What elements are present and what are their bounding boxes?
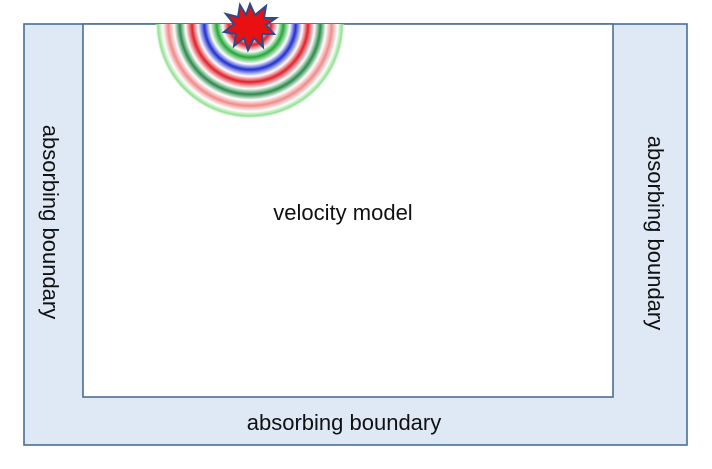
semicircular-wavefront-icon [155, 24, 345, 119]
velocity-model-label: velocity model [273, 200, 413, 225]
bottom-boundary-label: absorbing boundary [246, 410, 442, 435]
right-boundary-label: absorbing boundary [643, 135, 668, 331]
velocity-model-region [82, 23, 614, 398]
star-burst-icon [221, 1, 280, 53]
left-boundary-label: absorbing boundary [38, 124, 63, 320]
